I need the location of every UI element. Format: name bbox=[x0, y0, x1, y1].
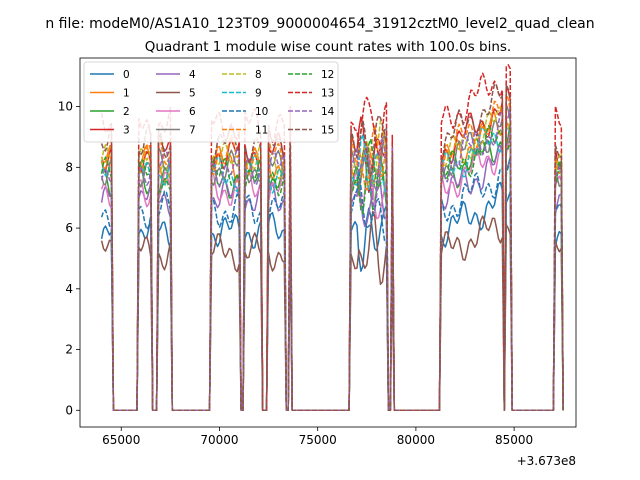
legend-label-12: 12 bbox=[321, 69, 334, 81]
y-tick-label: 2 bbox=[65, 343, 73, 357]
legend-label-9: 9 bbox=[255, 88, 262, 100]
chart-title: Quadrant 1 module wise count rates with … bbox=[145, 39, 511, 55]
x-tick-label: 85000 bbox=[495, 433, 533, 447]
legend-label-4: 4 bbox=[189, 69, 196, 81]
legend-label-2: 2 bbox=[123, 106, 130, 118]
series-line-14 bbox=[100, 107, 564, 412]
legend-label-13: 13 bbox=[321, 88, 334, 100]
legend-label-8: 8 bbox=[255, 69, 262, 81]
legend-label-3: 3 bbox=[123, 125, 130, 137]
legend-label-1: 1 bbox=[123, 88, 130, 100]
y-axis: 0 2 4 6 8 10 bbox=[58, 100, 80, 417]
x-tick-label: 70000 bbox=[200, 433, 238, 447]
plot-frame bbox=[79, 57, 577, 428]
legend-label-0: 0 bbox=[123, 69, 130, 81]
legend-label-5: 5 bbox=[189, 88, 196, 100]
y-tick-label: 6 bbox=[65, 221, 73, 235]
y-tick-label: 4 bbox=[65, 282, 73, 296]
plot-series bbox=[100, 64, 564, 412]
legend-label-11: 11 bbox=[255, 125, 268, 137]
x-tick-label: 75000 bbox=[299, 433, 337, 447]
x-tick-label: 80000 bbox=[397, 433, 435, 447]
y-tick-label: 8 bbox=[65, 160, 73, 174]
chart-suptitle: n file: modeM0/AS1A10_123T09_9000004654_… bbox=[45, 16, 594, 32]
legend-label-14: 14 bbox=[321, 106, 335, 118]
x-tick-label: 65000 bbox=[102, 433, 140, 447]
legend-label-15: 15 bbox=[321, 125, 334, 137]
x-axis: 65000 70000 75000 80000 85000 bbox=[102, 427, 533, 447]
legend-label-10: 10 bbox=[255, 106, 268, 118]
legend-label-7: 7 bbox=[189, 125, 196, 137]
y-tick-label: 0 bbox=[65, 403, 73, 417]
legend-label-6: 6 bbox=[189, 106, 196, 118]
x-offset-label: +3.673e8 bbox=[517, 454, 576, 468]
y-tick-label: 10 bbox=[58, 100, 73, 114]
series-line-15 bbox=[100, 83, 564, 412]
legend-box bbox=[83, 61, 339, 143]
series-line-8 bbox=[100, 106, 564, 412]
